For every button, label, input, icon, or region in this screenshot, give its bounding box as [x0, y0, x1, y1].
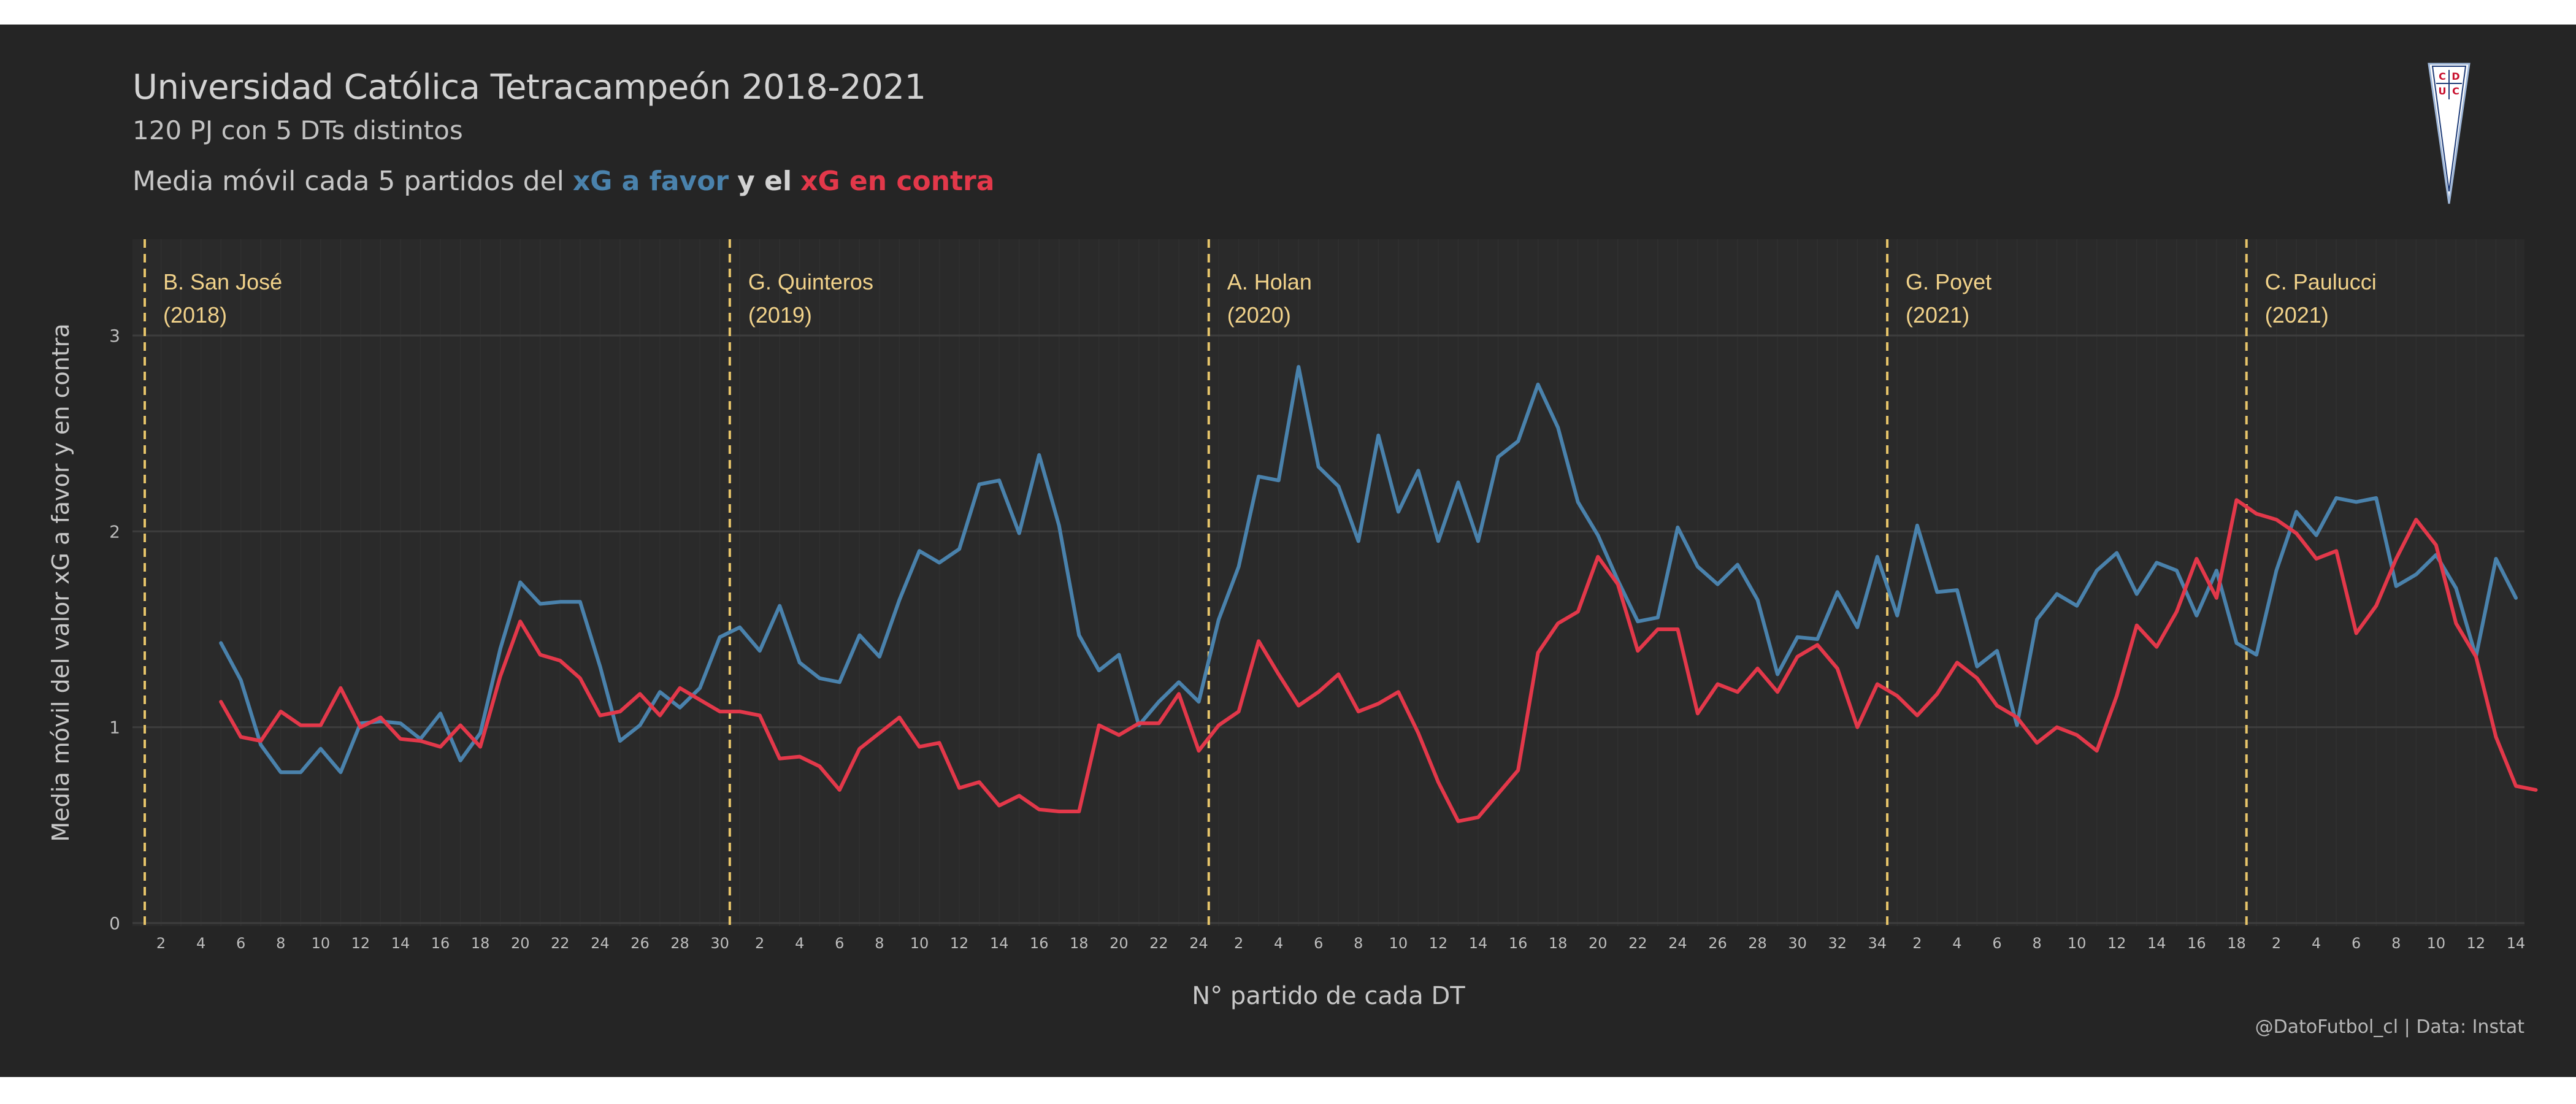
x-tick-label: 16	[1509, 935, 1528, 952]
x-tick-label: 4	[1952, 935, 1961, 952]
chart-subtitle: 120 PJ con 5 DTs distintos	[132, 115, 463, 145]
x-tick-label: 28	[1748, 935, 1767, 952]
series-line-xg-contra	[219, 498, 2538, 823]
series-line-xg-favor	[219, 365, 2518, 775]
x-tick-label: 22	[1149, 935, 1168, 952]
x-tick-label: 6	[236, 935, 245, 952]
coach-name-label: B. San José	[163, 269, 282, 294]
x-tick-label: 30	[1788, 935, 1807, 952]
legend-sentence: Media móvil cada 5 partidos del xG a fav…	[132, 166, 994, 197]
x-tick-label: 4	[2312, 935, 2321, 952]
x-tick-label: 2	[2272, 935, 2281, 952]
svg-text:D: D	[2451, 71, 2459, 82]
svg-text:C: C	[2452, 85, 2459, 97]
x-tick-label: 2	[1912, 935, 1922, 952]
svg-text:U: U	[2439, 85, 2447, 97]
x-tick-label: 4	[795, 935, 804, 952]
coach-name-label: A. Holan	[1227, 269, 1312, 294]
x-tick-label: 34	[1868, 935, 1887, 952]
coach-year-label: (2021)	[1906, 302, 1969, 328]
x-tick-label: 28	[670, 935, 689, 952]
x-tick-label: 10	[2068, 935, 2087, 952]
x-tick-label: 14	[391, 935, 410, 952]
chart-caption: @DatoFutbol_cl | Data: Instat	[2255, 1016, 2524, 1038]
club-logo-pennant: C D U C	[2428, 63, 2471, 204]
x-tick-label: 12	[351, 935, 370, 952]
x-tick-label: 2	[755, 935, 764, 952]
panel-background	[132, 239, 2524, 926]
x-tick-label: 10	[2427, 935, 2446, 952]
x-tick-label: 2	[1234, 935, 1243, 952]
y-tick-label: 0	[109, 913, 120, 933]
x-tick-label: 26	[1708, 935, 1727, 952]
x-tick-label: 2	[156, 935, 166, 952]
x-tick-label: 26	[631, 935, 650, 952]
grid-lines	[132, 239, 2524, 926]
legend-contra: xG en contra	[800, 166, 995, 197]
coach-year-label: (2021)	[2265, 302, 2329, 328]
x-tick-label: 14	[990, 935, 1009, 952]
x-tick-label: 18	[2227, 935, 2246, 952]
coach-year-label: (2020)	[1227, 302, 1291, 328]
y-tick-label: 2	[109, 521, 120, 542]
series-lines	[219, 365, 2538, 823]
legend-prefix: Media móvil cada 5 partidos del	[132, 166, 564, 197]
x-tick-label: 8	[2032, 935, 2041, 952]
x-tick-label: 24	[591, 935, 610, 952]
x-tick-label: 6	[835, 935, 844, 952]
x-tick-label: 14	[1469, 935, 1488, 952]
coach-name-label: G. Poyet	[1906, 269, 1991, 294]
x-tick-label: 8	[2391, 935, 2401, 952]
x-tick-label: 20	[511, 935, 530, 952]
legend-favor: xG a favor	[572, 166, 729, 197]
x-tick-label: 30	[710, 935, 729, 952]
x-tick-label: 6	[1992, 935, 2001, 952]
x-tick-label: 12	[950, 935, 969, 952]
x-tick-label: 14	[2147, 935, 2166, 952]
coach-year-label: (2019)	[748, 302, 812, 328]
x-tick-label: 22	[551, 935, 570, 952]
chart-title: Universidad Católica Tetracampeón 2018-2…	[132, 67, 926, 107]
x-tick-label: 10	[910, 935, 929, 952]
x-tick-label: 20	[1110, 935, 1129, 952]
x-tick-label: 4	[196, 935, 205, 952]
x-tick-label: 8	[276, 935, 285, 952]
x-tick-label: 12	[2467, 935, 2486, 952]
x-tick-label: 4	[1274, 935, 1283, 952]
x-tick-label: 10	[312, 935, 331, 952]
x-tick-label: 12	[2107, 935, 2126, 952]
plot-panel	[132, 239, 2524, 926]
y-tick-label: 3	[109, 326, 120, 346]
x-tick-label: 12	[1429, 935, 1448, 952]
x-tick-label: 24	[1668, 935, 1687, 952]
x-tick-label: 6	[2352, 935, 2361, 952]
x-tick-label: 8	[875, 935, 884, 952]
coach-name-label: G. Quinteros	[748, 269, 873, 294]
x-tick-label: 22	[1628, 935, 1647, 952]
x-tick-label: 10	[1389, 935, 1408, 952]
legend-conjunction: y el	[737, 166, 792, 197]
coach-name-label: C. Paulucci	[2265, 269, 2377, 294]
x-tick-label: 16	[1030, 935, 1049, 952]
x-tick-label: 32	[1828, 935, 1847, 952]
x-axis-title: N° partido de cada DT	[1192, 982, 1465, 1010]
y-axis-title: Media móvil del valor xG a favor y en co…	[47, 323, 74, 841]
x-tick-label: 6	[1314, 935, 1323, 952]
svg-text:C: C	[2439, 71, 2446, 82]
coach-year-label: (2018)	[163, 302, 227, 328]
x-tick-label: 24	[1189, 935, 1208, 952]
x-tick-label: 16	[2187, 935, 2206, 952]
x-tick-label: 8	[1354, 935, 1363, 952]
x-tick-label: 18	[1070, 935, 1089, 952]
y-tick-label: 1	[109, 718, 120, 738]
x-tick-label: 16	[431, 935, 450, 952]
chart-figure: B. San José (2018) G. Quinteros (2019) A. Ho…	[0, 25, 2576, 1077]
x-tick-label: 18	[471, 935, 490, 952]
chart-plot: B. San José (2018) G. Quinteros (2019) A. Ho…	[47, 239, 2538, 1010]
x-tick-label: 18	[1549, 935, 1568, 952]
x-tick-label: 14	[2507, 935, 2526, 952]
x-tick-label: 20	[1589, 935, 1608, 952]
